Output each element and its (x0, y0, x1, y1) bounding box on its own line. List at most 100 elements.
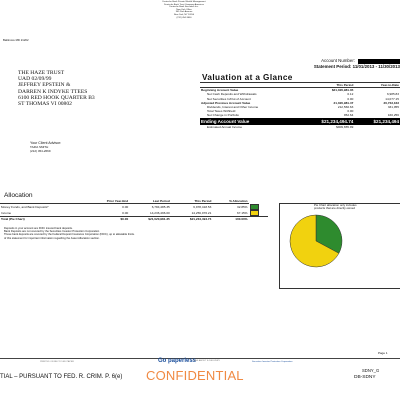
valuation-row: Dividends, Interest and Other Income 212,… (200, 105, 400, 109)
valuation-row-this-period: 0.12 (347, 92, 354, 97)
allocation-row-name: Money Funds, and Bank Deposits* (1, 204, 49, 209)
allocation-note-line: These bank deposits are covered by the F… (4, 233, 135, 237)
bank-address-line: New York, NY 10154 (173, 13, 195, 16)
sipc-logo: Securities Investor Protection Corporati… (252, 361, 293, 363)
edelivery-text: ASK ABOUT E-DELIVERY (194, 360, 220, 362)
bank-address-line: 345 Park Avenue (175, 11, 193, 14)
valuation-row-ytd: 14,077.15 (385, 96, 399, 101)
pie-chart-frame (279, 203, 400, 289)
valuation-row-this-period: $21,020,981.35 (331, 88, 354, 93)
allocation-note-line: Bank Deposits are not covered by the Sec… (4, 230, 100, 234)
bank-address-line: Deutsche Bank Securities Inc. (169, 6, 199, 9)
valuation-row-this-period: 212,560.63 (337, 105, 354, 110)
confidential-stamp: CONFIDENTIAL (146, 368, 244, 383)
valuation-row: Beginning Account Value $21,020,981.35 (200, 88, 400, 93)
allocation-row-prior: 0.00 (122, 210, 129, 215)
valuation-table: This Period Year-to-Date Beginning Account… (200, 81, 400, 129)
chart-caption-line: Pie Chart allocation only includes (314, 204, 357, 207)
allocation-legend-cell (249, 203, 268, 210)
valuation-col-ytd: Year-to-Date (354, 81, 400, 89)
annual-income-label: Estimated Annual Income (207, 124, 243, 129)
valuation-row: Total Taxes Withheld 0.00 (200, 109, 400, 113)
allocation-total-last: $21,020,981.35 (129, 215, 171, 222)
valuation-header-label (200, 81, 299, 89)
valuation-row-label: Net Change in Portfolio (207, 113, 239, 118)
allocation-total-pct: 100.00% (212, 215, 249, 222)
valuation-row-this-period: 952.64 (343, 113, 354, 118)
bates-number-a: SDNY_G (362, 368, 380, 373)
allocation-header-cell: Prior Year-End (87, 198, 130, 204)
recipient-address-line: 6100 RED HOOK QUARTER B3 (18, 94, 95, 101)
allocation-row: Income 0.00 14,236,496.00 14,256,076.21 67.1… (0, 209, 268, 217)
annual-income-this-period: $909,655.99 (336, 124, 354, 129)
page-number: Page 1 (378, 351, 388, 355)
allocation-note-line: Deposits in your account are FDIC insure… (4, 227, 73, 230)
allocation-header-cell: % Allocation (212, 198, 249, 204)
allocation-row-name: Income (1, 210, 12, 215)
recipient-address: THE HAZE TRUST UAD 02/09/99 JEFFREY EPSTEI… (18, 70, 95, 107)
allocation-legend-cell (249, 209, 268, 217)
allocation-row-last: 14,236,496.00 (149, 210, 170, 215)
annual-income-ytd (354, 125, 400, 129)
pie-slice-income (289, 214, 340, 268)
allocation-header-cell: This Period (170, 198, 213, 204)
bank-address-block: Deutsche Bank Private Wealth Management D… (143, 1, 225, 19)
account-number-redaction (358, 58, 400, 64)
footer-logos: PRINTED ON RECYCLED PAPER Go paperless A… (40, 358, 400, 370)
allocation-row: Money Funds, and Bank Deposits* 0.00 6,784… (0, 203, 268, 210)
account-info: Account Number: Statement Period: 11/01/… (268, 58, 400, 70)
statement-period-text: Statement Period: 11/01/2013 - 11/30/201… (313, 64, 400, 69)
allocation-row-pct: 67.15% (237, 210, 248, 215)
ending-value-this-period: $21,234,494.74 (298, 117, 355, 125)
valuation-row-label: Total Taxes Withheld (207, 109, 236, 114)
allocation-row-this: 6,978,418.53 (193, 204, 212, 209)
allocation-total-prior: $0.00 (87, 215, 130, 222)
pie-slice-money-funds (315, 214, 343, 254)
advisor-label: Your Client Advisor: (30, 141, 62, 145)
allocation-total-row: Total (Pie Chart) $0.00 $21,020,981.35 $21,… (0, 215, 268, 222)
valuation-row: Net Cash Deposits and Withdrawals 0.12 6,9… (200, 92, 400, 96)
valuation-row-label: Beginning Account Value (201, 88, 239, 93)
recipient-address-line: THE HAZE TRUST (18, 70, 65, 76)
bank-address-line: Deutsche Bank Trust Company Americas (164, 3, 204, 6)
valuation-row: Adjusted Previous Account Value 21,020,98… (200, 101, 400, 105)
valuation-row-this-period: 21,020,981.47 (333, 100, 354, 105)
chart-caption-line: products that are directly owned (314, 206, 355, 211)
allocation-row-last: 6,784,485.35 (151, 204, 170, 209)
allocation-pie-chart (289, 214, 343, 268)
valuation-row-label: Net Securities In/Out of Account (207, 96, 251, 101)
allocation-header-row: Prior Year-End Last Period This Period% Al… (0, 198, 268, 204)
footer-divider (0, 358, 400, 359)
chart-caption: Pie Chart allocation only includes produc… (314, 204, 400, 211)
valuation-row-this-period: 0.00 (347, 109, 354, 114)
go-paperless-logo: Go paperless (158, 358, 197, 364)
client-advisor: Your Client Advisor: TAZIA SMITH (212) 4… (30, 141, 61, 154)
statement-period: Statement Period: 11/01/2013 - 11/30/201… (268, 64, 400, 70)
valuation-row-ytd: 331,055 (387, 105, 399, 110)
advisor-name: TAZIA SMITH (30, 145, 49, 150)
valuation-row-this-period: 0.00 (347, 96, 354, 101)
account-number-label: Account Number: (321, 58, 355, 63)
valuation-row-ytd: 6,985.83 (386, 92, 399, 97)
allocation-total-spacer (248, 215, 268, 222)
valuation-row: Net Securities In/Out of Account 0.00 14,0… (200, 97, 400, 101)
advisor-phone: (212) 454-2669 (30, 149, 51, 154)
allocation-row-pct: 32.85% (237, 204, 248, 209)
valuation-row-ytd: 160,256 (387, 113, 399, 118)
account-number-row: Account Number: (268, 58, 400, 64)
bank-address-line: (212) 454-3600 (176, 16, 192, 19)
legend-swatch (249, 203, 259, 210)
legal-notice: TIAL – PURSUANT TO FED. R. CRIM. P. 6(e) (0, 374, 123, 380)
valuation-row-label: Net Cash Deposits and Withdrawals (207, 92, 257, 97)
recipient-address-line: JEFFREY EPSTEIN & (18, 82, 71, 89)
legend-swatch (249, 209, 259, 216)
valuation-row-ytd: 20,743,163 (383, 100, 399, 105)
bates-number-b: DB-SDNY (354, 375, 376, 380)
allocation-header-cell: Last Period (129, 198, 171, 204)
allocation-table: Prior Year-End Last Period This Period% Al… (0, 198, 268, 222)
valuation-row: Net Change in Portfolio 952.64 160,256 (200, 113, 400, 117)
ending-value-row: Ending Account Value $21,234,494.74 $21,23… (200, 117, 400, 125)
allocation-note-line: of this statement for important informat… (4, 236, 100, 240)
allocation-row-this: 14,256,076.21 (191, 210, 212, 215)
valuation-header-row: This Period Year-to-Date (200, 81, 400, 89)
